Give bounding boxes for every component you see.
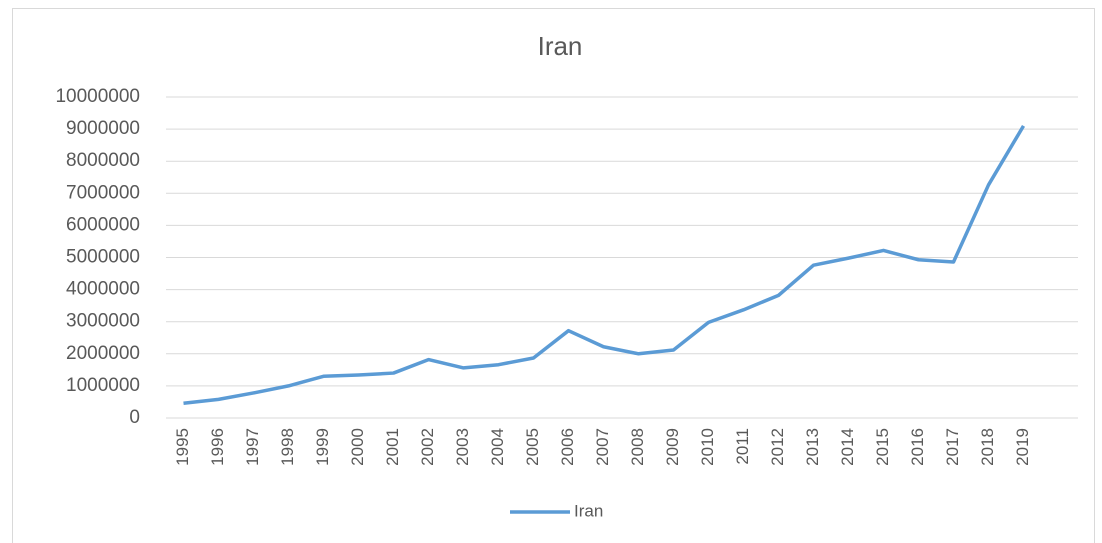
x-tick-label: 1996 bbox=[208, 428, 227, 466]
x-tick-label: 2002 bbox=[418, 428, 437, 466]
x-tick-label: 2016 bbox=[908, 428, 927, 466]
y-tick-label: 2000000 bbox=[66, 343, 140, 364]
chart-title: Iran bbox=[538, 31, 583, 61]
x-tick-label: 2008 bbox=[628, 428, 647, 466]
x-tick-label: 2018 bbox=[978, 428, 997, 466]
x-tick-label: 2017 bbox=[943, 428, 962, 466]
x-tick-label: 2001 bbox=[383, 428, 402, 466]
x-tick-label: 2014 bbox=[838, 428, 857, 466]
y-tick-label: 1000000 bbox=[66, 375, 140, 396]
y-tick-label: 5000000 bbox=[66, 247, 140, 268]
x-tick-label: 2006 bbox=[558, 428, 577, 466]
x-tick-label: 2010 bbox=[698, 428, 717, 466]
legend-label: Iran bbox=[574, 501, 603, 520]
x-tick-label: 1999 bbox=[313, 428, 332, 466]
chart: Iran 0 1000000 2000000 3000000 4000000 500000… bbox=[0, 0, 1102, 543]
y-tick-label: 6000000 bbox=[66, 214, 140, 235]
x-tick-label: 2011 bbox=[733, 428, 752, 465]
x-tick-label: 2004 bbox=[488, 428, 507, 466]
x-tick-label: 2015 bbox=[873, 428, 892, 466]
y-tick-label: 0 bbox=[129, 407, 140, 428]
y-tick-label: 8000000 bbox=[66, 150, 140, 171]
y-tick-label: 3000000 bbox=[66, 311, 140, 332]
x-tick-label: 2013 bbox=[803, 428, 822, 466]
x-tick-label: 1997 bbox=[243, 428, 262, 466]
y-tick-label: 4000000 bbox=[66, 279, 140, 300]
x-tick-label: 2003 bbox=[453, 428, 472, 466]
y-tick-label: 9000000 bbox=[66, 118, 140, 139]
x-tick-label: 2007 bbox=[593, 428, 612, 466]
x-tick-label: 1995 bbox=[173, 428, 192, 466]
x-tick-label: 2005 bbox=[523, 428, 542, 466]
page: {"chart_data": {"type": "line", "title":… bbox=[0, 0, 1102, 543]
y-tick-label: 7000000 bbox=[66, 182, 140, 203]
x-tick-label: 2012 bbox=[768, 428, 787, 466]
x-tick-label: 2009 bbox=[663, 428, 682, 466]
y-tick-label: 10000000 bbox=[55, 86, 140, 107]
x-tick-label: 2019 bbox=[1013, 428, 1032, 466]
x-tick-label: 1998 bbox=[278, 428, 297, 466]
x-tick-label: 2000 bbox=[348, 428, 367, 466]
